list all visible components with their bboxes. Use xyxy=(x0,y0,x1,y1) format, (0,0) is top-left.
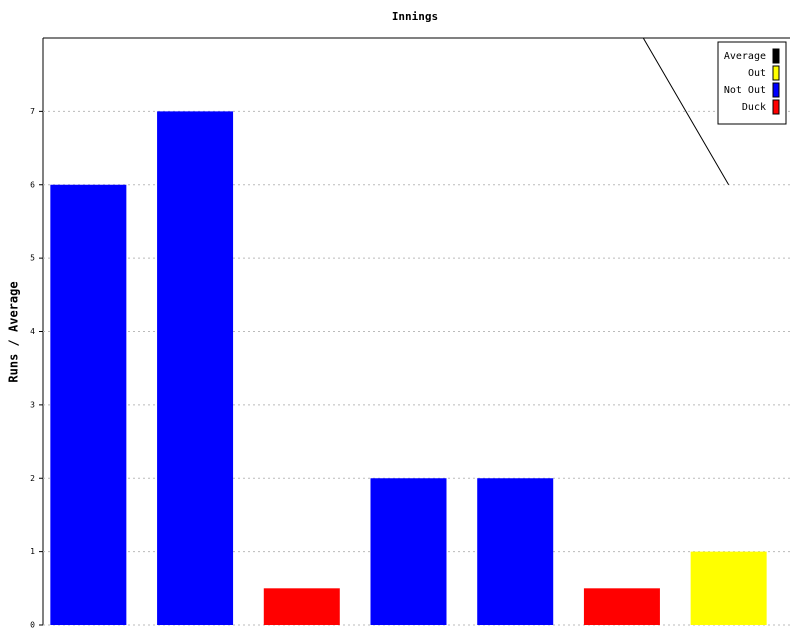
bar xyxy=(583,588,660,625)
y-tick-label: 0 xyxy=(30,621,35,630)
y-tick-label: 7 xyxy=(30,107,35,116)
y-tick-label: 3 xyxy=(30,400,35,409)
bar xyxy=(690,551,767,625)
legend-label: Average xyxy=(724,51,766,62)
chart-title: Innings xyxy=(392,10,438,23)
bar xyxy=(477,478,554,625)
y-tick-label: 6 xyxy=(30,180,35,189)
legend-swatch xyxy=(772,99,780,115)
y-tick-label: 4 xyxy=(30,327,35,336)
y-axis-title: Runs / Average xyxy=(7,281,21,382)
legend-label: Out xyxy=(748,68,766,79)
bar xyxy=(263,588,340,625)
legend-label: Not Out xyxy=(724,85,766,96)
y-tick-label: 1 xyxy=(30,547,35,556)
average-line xyxy=(642,38,730,186)
legend-swatch xyxy=(772,65,780,81)
legend-swatch xyxy=(772,82,780,98)
bar xyxy=(157,111,234,625)
legend-label: Duck xyxy=(742,102,766,113)
bar xyxy=(370,478,447,625)
y-tick-label: 5 xyxy=(30,254,35,263)
bar xyxy=(50,184,127,625)
y-tick-label: 2 xyxy=(30,474,35,483)
legend-swatch xyxy=(772,48,780,64)
